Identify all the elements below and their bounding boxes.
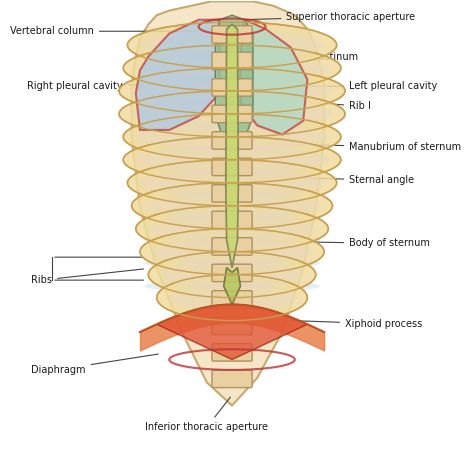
- Text: Left pleural cavity: Left pleural cavity: [285, 81, 438, 91]
- Ellipse shape: [132, 99, 332, 128]
- Text: Body of sternum: Body of sternum: [259, 238, 430, 249]
- Ellipse shape: [148, 214, 316, 243]
- Text: Superior thoracic aperture: Superior thoracic aperture: [243, 12, 416, 22]
- Ellipse shape: [140, 169, 324, 197]
- Ellipse shape: [144, 141, 320, 155]
- Polygon shape: [240, 20, 307, 134]
- Ellipse shape: [119, 91, 345, 137]
- Ellipse shape: [169, 283, 295, 312]
- Ellipse shape: [161, 260, 303, 289]
- Ellipse shape: [144, 210, 320, 224]
- Ellipse shape: [144, 49, 320, 63]
- Text: Manubrium of sternum: Manubrium of sternum: [267, 142, 461, 152]
- Ellipse shape: [136, 122, 328, 151]
- FancyBboxPatch shape: [212, 237, 252, 255]
- Ellipse shape: [119, 68, 345, 114]
- Ellipse shape: [153, 237, 311, 266]
- Text: Vertebral column: Vertebral column: [10, 26, 229, 36]
- FancyBboxPatch shape: [212, 132, 252, 149]
- Text: Diaphragm: Diaphragm: [31, 354, 158, 375]
- Ellipse shape: [144, 279, 320, 293]
- Text: Mediastinum: Mediastinum: [243, 52, 358, 62]
- Ellipse shape: [157, 274, 307, 321]
- FancyBboxPatch shape: [212, 264, 252, 282]
- Polygon shape: [157, 304, 307, 359]
- FancyBboxPatch shape: [212, 291, 252, 308]
- Ellipse shape: [136, 146, 328, 174]
- FancyBboxPatch shape: [212, 79, 252, 96]
- Polygon shape: [226, 24, 238, 268]
- Text: Xiphoid process: Xiphoid process: [292, 319, 422, 329]
- Ellipse shape: [128, 22, 337, 68]
- Ellipse shape: [148, 252, 316, 298]
- FancyBboxPatch shape: [212, 26, 252, 43]
- Text: Sternal angle: Sternal angle: [259, 175, 414, 185]
- FancyBboxPatch shape: [212, 370, 252, 388]
- Ellipse shape: [128, 160, 337, 206]
- Ellipse shape: [140, 30, 324, 59]
- FancyBboxPatch shape: [212, 185, 252, 202]
- Ellipse shape: [144, 164, 320, 178]
- Ellipse shape: [123, 114, 341, 160]
- FancyBboxPatch shape: [212, 52, 252, 70]
- Ellipse shape: [132, 77, 332, 105]
- Ellipse shape: [144, 233, 320, 247]
- Text: Ribs: Ribs: [31, 269, 144, 285]
- Ellipse shape: [144, 191, 320, 220]
- Ellipse shape: [136, 206, 328, 252]
- Ellipse shape: [123, 45, 341, 91]
- Polygon shape: [215, 15, 253, 148]
- FancyBboxPatch shape: [212, 211, 252, 229]
- Ellipse shape: [123, 137, 341, 183]
- Ellipse shape: [132, 183, 332, 229]
- Ellipse shape: [144, 256, 320, 270]
- Polygon shape: [224, 268, 240, 304]
- Polygon shape: [136, 20, 219, 130]
- Ellipse shape: [144, 118, 320, 132]
- Text: Inferior thoracic aperture: Inferior thoracic aperture: [146, 397, 268, 432]
- FancyBboxPatch shape: [212, 317, 252, 334]
- Ellipse shape: [144, 73, 320, 86]
- FancyBboxPatch shape: [212, 105, 252, 122]
- Polygon shape: [132, 1, 324, 406]
- Ellipse shape: [136, 54, 328, 82]
- FancyBboxPatch shape: [212, 158, 252, 176]
- Ellipse shape: [144, 188, 320, 201]
- Ellipse shape: [140, 229, 324, 274]
- Text: Rib I: Rib I: [281, 100, 371, 111]
- Ellipse shape: [144, 96, 320, 109]
- FancyBboxPatch shape: [212, 344, 252, 361]
- Text: Right pleural cavity: Right pleural cavity: [27, 81, 175, 91]
